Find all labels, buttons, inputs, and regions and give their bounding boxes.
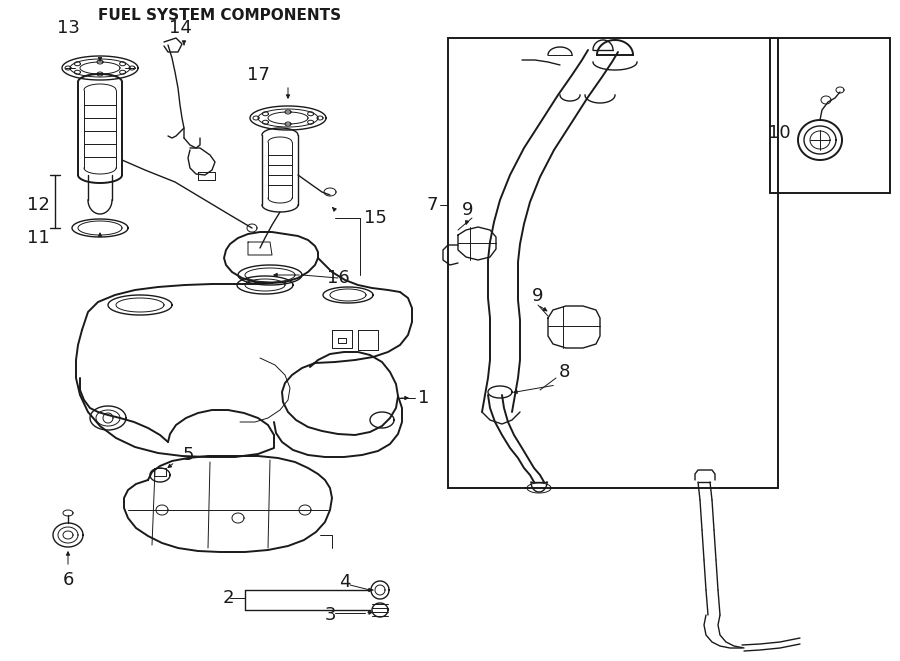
Text: 16: 16 (327, 269, 349, 287)
Text: 8: 8 (558, 363, 570, 381)
Text: 9: 9 (532, 287, 544, 305)
Text: 4: 4 (339, 573, 351, 591)
Text: 11: 11 (27, 229, 50, 247)
Text: 1: 1 (418, 389, 429, 407)
Text: 2: 2 (222, 589, 234, 607)
Polygon shape (53, 523, 83, 547)
Polygon shape (372, 603, 388, 617)
Text: 12: 12 (27, 196, 50, 214)
Polygon shape (798, 120, 842, 160)
Text: 5: 5 (182, 446, 194, 464)
Polygon shape (371, 581, 389, 599)
Text: 9: 9 (463, 201, 473, 219)
Polygon shape (62, 56, 138, 80)
Text: 17: 17 (247, 66, 269, 84)
Text: 6: 6 (62, 571, 74, 589)
Polygon shape (250, 106, 326, 130)
Text: 10: 10 (768, 124, 790, 142)
Text: 3: 3 (324, 606, 336, 624)
Bar (448, 38, 778, 488)
Text: 15: 15 (364, 209, 386, 227)
Polygon shape (238, 265, 302, 285)
Text: 13: 13 (57, 19, 79, 37)
Text: 14: 14 (168, 19, 192, 37)
Text: 7: 7 (427, 196, 437, 214)
Text: FUEL SYSTEM COMPONENTS: FUEL SYSTEM COMPONENTS (98, 7, 342, 22)
Bar (770, 38, 890, 193)
Polygon shape (72, 219, 128, 237)
